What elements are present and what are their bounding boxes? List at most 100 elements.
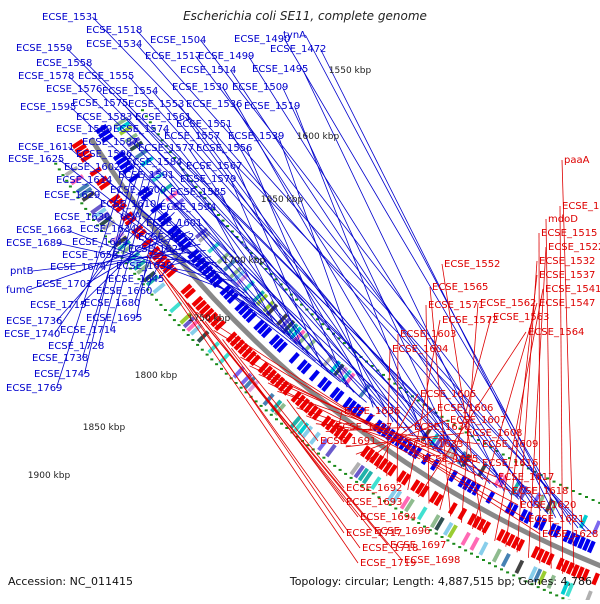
category-block xyxy=(568,589,572,591)
rna-mark xyxy=(285,289,288,291)
label-connector-left xyxy=(200,40,578,528)
gene-label-left: ECSE_1589 xyxy=(56,124,112,135)
rna-mark xyxy=(470,553,473,555)
gene-label-left: ECSE_1769 xyxy=(6,383,62,394)
reverse-gene xyxy=(367,418,370,421)
gene-label-right: ECSE_1564 xyxy=(528,327,584,338)
gene-label-right: ECSE_1628 xyxy=(542,529,598,540)
rna-mark xyxy=(502,454,505,456)
reverse-gene xyxy=(250,316,253,319)
gene-label-left: ECSE_1629 xyxy=(44,190,100,201)
reverse-gene xyxy=(239,304,242,307)
category-block xyxy=(464,538,467,540)
forward-gene xyxy=(480,524,484,526)
kbp-tick-label: 1900 kbp xyxy=(28,471,71,481)
rna-mark xyxy=(350,477,353,479)
forward-gene xyxy=(533,551,537,553)
forward-gene xyxy=(307,406,310,409)
forward-gene xyxy=(484,526,488,528)
rna-mark xyxy=(572,490,575,492)
forward-gene xyxy=(563,565,567,567)
rna-mark xyxy=(210,358,213,360)
forward-gene xyxy=(250,355,253,358)
category-block xyxy=(174,306,177,309)
rna-mark xyxy=(275,418,278,420)
rna-mark xyxy=(585,496,588,498)
gene-label-left: ECSE_1584 xyxy=(126,157,182,168)
forward-gene xyxy=(368,453,372,456)
rna-mark xyxy=(328,461,331,463)
rna-mark xyxy=(260,405,263,407)
gene-label-left: ECSE_1517 xyxy=(145,51,201,62)
gene-label-left: ECSE_1624 xyxy=(128,244,184,255)
rna-mark xyxy=(579,493,582,495)
rna-mark xyxy=(333,465,336,467)
gene-label-right: ECSE_1604 xyxy=(392,344,448,355)
label-connector-left xyxy=(226,124,393,422)
gene-label-right: ECSE_1717 xyxy=(346,528,402,539)
reverse-gene xyxy=(301,364,304,367)
gene-label-right: ECSE_1563 xyxy=(493,312,549,323)
rna-mark xyxy=(555,594,558,596)
kbp-tick-label: 1700 kbp xyxy=(223,256,266,266)
gene-label-left: ECSE_1663 xyxy=(16,225,72,236)
forward-gene xyxy=(543,556,547,558)
gene-label-left: ECSE_1596 xyxy=(76,149,132,160)
gene-label-left: ECSE_1585 xyxy=(170,187,226,198)
category-block xyxy=(345,375,348,377)
gene-label-right: ECSE_1692 xyxy=(346,483,402,494)
category-block xyxy=(421,512,424,514)
forward-gene xyxy=(413,484,417,486)
reverse-gene xyxy=(333,391,336,394)
gene-label-left: ECSE_1600 xyxy=(110,185,166,196)
gene-label-left: ECSE_1680 xyxy=(84,298,140,309)
rna-mark xyxy=(58,168,61,170)
rna-mark xyxy=(270,414,273,416)
gene-label-right: ECSE_1637 xyxy=(336,422,392,433)
topology-text: Topology: circular; Length: 4,887,515 bp… xyxy=(290,575,592,588)
reverse-gene xyxy=(305,367,308,370)
gene-label-left: ECSE_1610 xyxy=(100,199,156,210)
forward-gene xyxy=(77,142,79,146)
reverse-gene xyxy=(246,312,249,315)
forward-gene xyxy=(519,544,523,546)
category-block xyxy=(587,597,591,598)
forward-gene xyxy=(538,554,542,556)
category-block xyxy=(185,317,188,320)
gene-label-left: ECSE_1539 xyxy=(228,131,284,142)
category-block xyxy=(473,543,477,545)
gene-label-right: ECSE_1633 xyxy=(407,439,463,450)
reverse-gene xyxy=(589,546,593,548)
category-block xyxy=(404,502,407,504)
forward-gene xyxy=(189,292,192,295)
rna-mark xyxy=(84,208,87,210)
category-block xyxy=(288,325,291,328)
gene-label-left: ECSE_1559 xyxy=(16,43,72,54)
rna-mark xyxy=(206,354,209,356)
reverse-gene xyxy=(337,395,340,398)
gene-label-left: ECSE_1579 xyxy=(180,174,236,185)
reverse-gene xyxy=(293,357,296,360)
accession-text: Accession: NC_011415 xyxy=(8,575,133,588)
category-block xyxy=(482,548,486,550)
gene-label-right: ECSE_1565 xyxy=(432,282,488,293)
gene-label-left: ECSE_1645 xyxy=(108,274,164,285)
forward-gene xyxy=(386,466,390,469)
forward-gene xyxy=(423,490,427,492)
rna-mark xyxy=(488,562,491,564)
category-block xyxy=(329,449,332,451)
gene-label-left: ECSE_1656 xyxy=(62,250,118,261)
category-block xyxy=(267,305,270,308)
reverse-gene xyxy=(580,542,584,544)
forward-gene xyxy=(196,300,199,303)
rna-mark xyxy=(382,374,385,376)
gene-label-right: ECSE_1571 xyxy=(428,300,484,311)
gene-label-left: ECSE_1736 xyxy=(6,316,62,327)
gene-label-left: ECSE_1643 xyxy=(72,237,128,248)
category-block xyxy=(241,278,244,281)
gene-label-left: ECSE_1556 xyxy=(196,143,252,154)
gene-label-left: ECSE_1557 xyxy=(164,131,220,142)
rna-mark xyxy=(592,499,595,501)
gene-label-right: ECSE_1532 xyxy=(539,256,595,267)
kbp-tick-label: 1800 kbp xyxy=(135,371,178,381)
